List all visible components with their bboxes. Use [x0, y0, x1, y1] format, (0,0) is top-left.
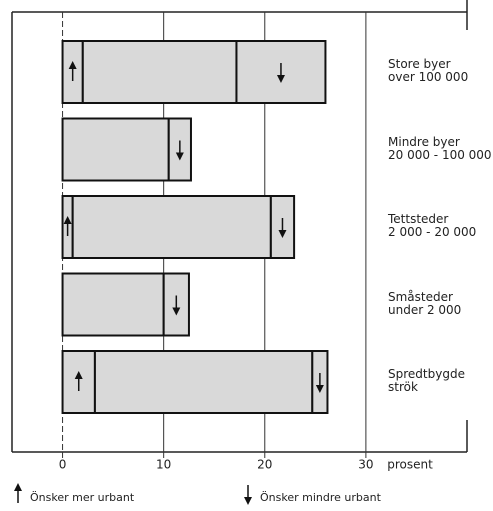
category-label: Mindre byer 20 000 - 100 000: [388, 134, 492, 162]
x-tick-label: 10: [156, 458, 171, 472]
x-tick-label: 20: [257, 458, 272, 472]
legend-label: Önsker mer urbant: [30, 491, 135, 504]
arrow-head: [74, 371, 83, 379]
arrow-head: [276, 75, 285, 83]
arrow-head: [175, 152, 184, 161]
bar-segment: [61, 272, 165, 337]
category-label: Småsteder under 2 000: [388, 289, 462, 317]
arrow-head: [68, 61, 77, 69]
arrow-head: [278, 230, 287, 238]
bar-segment: [71, 195, 272, 259]
x-tick-label: 30: [358, 458, 373, 472]
category-label: Tettsteder 2 000 - 20 000: [388, 212, 477, 239]
arrow-head: [172, 307, 181, 316]
category-label: Spredtbygde strök: [388, 367, 465, 394]
bar-segment: [81, 40, 238, 104]
x-tick-label: 0: [59, 458, 67, 472]
arrow-head: [14, 483, 22, 491]
arrow-head: [244, 497, 252, 505]
arrow-head: [63, 216, 72, 224]
bar-segment: [61, 117, 170, 182]
legend-label: Önsker mindre urbant: [260, 491, 382, 504]
arrow-head: [315, 385, 324, 393]
x-axis-label: prosent: [387, 458, 433, 472]
bar-segment: [93, 350, 314, 414]
category-label: Store byer over 100 000: [388, 57, 469, 84]
